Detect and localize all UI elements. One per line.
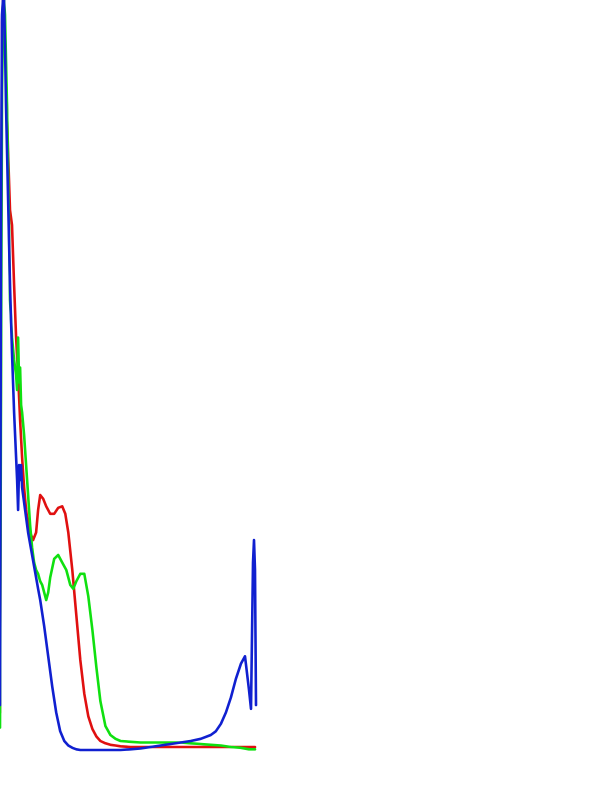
series-line-3: [0, 0, 258, 752]
series-line-1: [0, 0, 257, 749]
series-layer: [0, 0, 258, 752]
series-line-2: [0, 0, 257, 751]
